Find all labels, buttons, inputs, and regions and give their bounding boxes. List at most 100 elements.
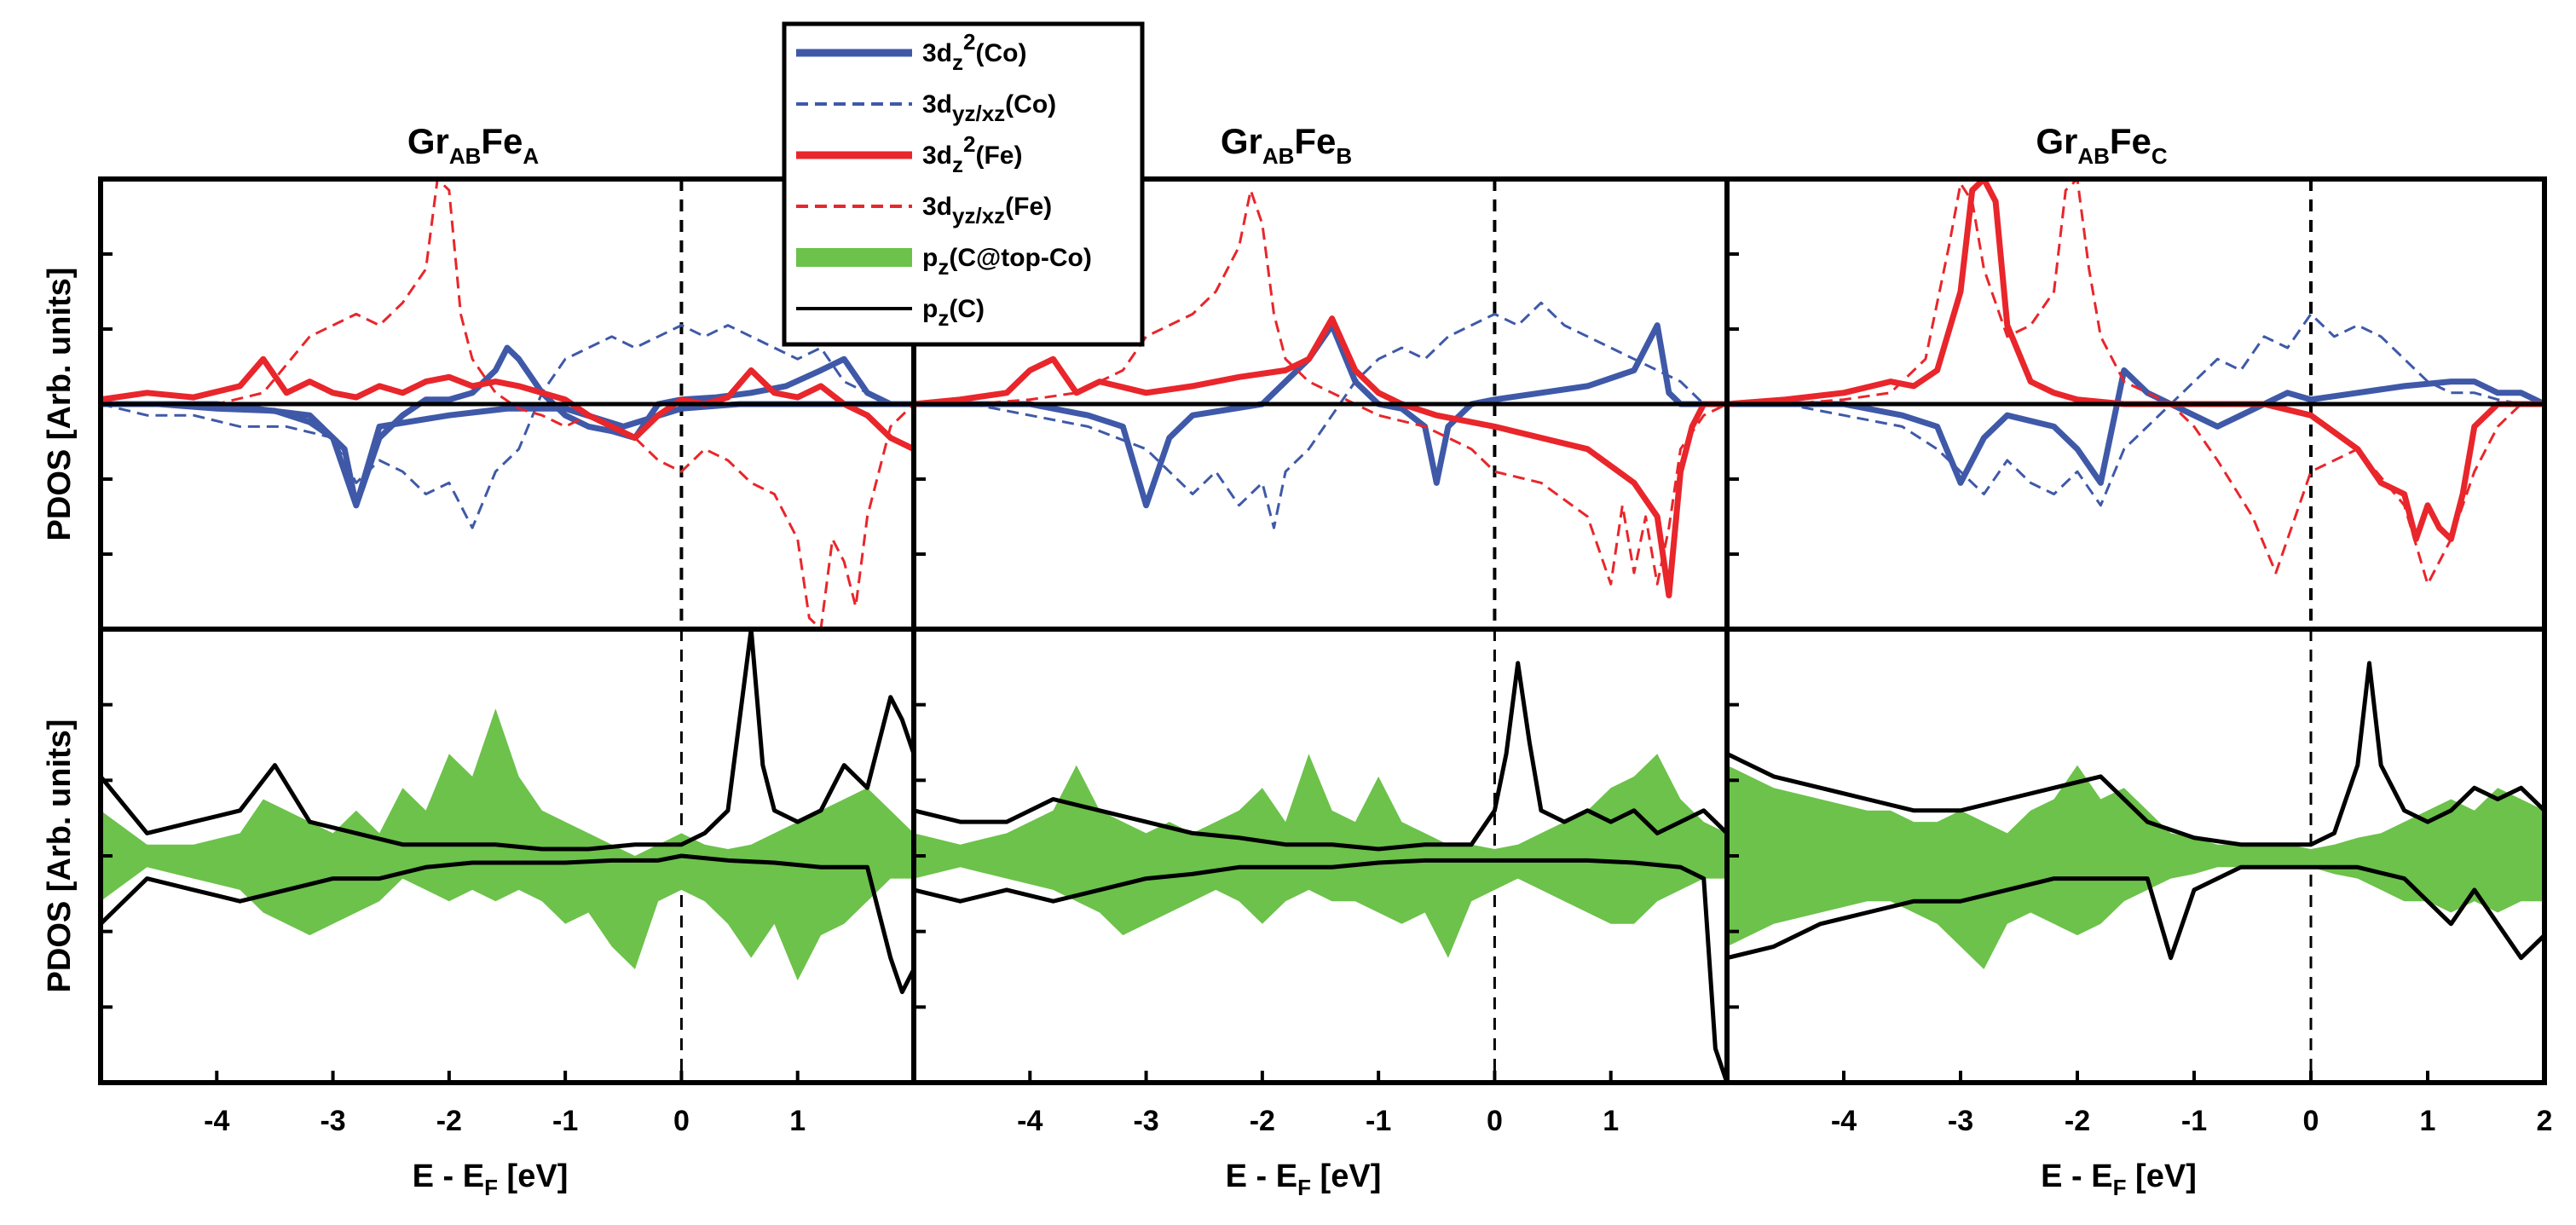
legend-suffix: (C) <box>949 295 985 323</box>
title-main2: Fe <box>481 121 523 161</box>
legend-label: pz(C) <box>922 295 985 331</box>
series-line-3dyz-xz-co- <box>101 324 914 529</box>
legend-main: 3d <box>922 142 952 170</box>
x-axis-label-main: E - E <box>413 1159 484 1194</box>
title-main: Gr <box>2036 121 2077 161</box>
panel-bottom-middle <box>914 629 1727 1083</box>
y-axis-label: PDOS [Arb. units] <box>42 719 78 993</box>
x-axis-label-unit: [eV] <box>1311 1159 1381 1194</box>
legend-main: p <box>922 295 938 323</box>
series-line-3dz2-co- <box>101 344 914 509</box>
x-axis-label: E - EF [eV] <box>413 1159 569 1200</box>
legend-suffix: (Co) <box>1005 90 1056 118</box>
x-axis-label: E - EF [eV] <box>2041 1159 2197 1200</box>
series-line-3dz2-fe- <box>914 315 1727 598</box>
x-tick-label: 1 <box>789 1105 806 1137</box>
legend-sub: z <box>952 152 963 177</box>
title-main2: Fe <box>2110 121 2151 161</box>
title-main: Gr <box>407 121 449 161</box>
x-axis: -4 -3 -2 -1 0 1E - EF [eV]-4 -3 -2 -1 0 1E - EF [e… <box>204 1071 2552 1200</box>
x-tick-label: -2 <box>436 1105 462 1137</box>
x-axis-label-main: E - E <box>1226 1159 1297 1194</box>
x-axis-label: E - EF [eV] <box>1226 1159 1382 1200</box>
x-tick-label: 0 <box>1487 1105 1503 1137</box>
x-tick-label: -4 <box>204 1105 229 1137</box>
x-tick-label: -1 <box>2181 1105 2207 1137</box>
x-axis-label-unit: [eV] <box>2127 1159 2197 1194</box>
x-tick-label: -2 <box>2065 1105 2090 1137</box>
y-axis-labels: PDOS [Arb. units] PDOS [Arb. units] <box>42 268 78 993</box>
series-line-3dz2-fe- <box>1727 179 2544 542</box>
x-tick-label: -1 <box>1366 1105 1391 1137</box>
title-sub1: AB <box>449 143 482 169</box>
x-axis-label-sub: F <box>484 1175 498 1200</box>
x-tick-label: 0 <box>673 1105 690 1137</box>
title-sub2: C <box>2151 143 2168 169</box>
legend-suffix: (Fe) <box>1005 193 1052 221</box>
title-main: Gr <box>1221 121 1262 161</box>
x-tick-label: -2 <box>1250 1105 1275 1137</box>
x-axis-label-unit: [eV] <box>498 1159 568 1194</box>
series-line-3dz2-fe- <box>101 355 914 452</box>
x-tick-label: 0 <box>2303 1105 2319 1137</box>
series-line-3dz2-co- <box>1727 367 2544 486</box>
legend-main: 3d <box>922 193 952 221</box>
legend: 3dz2(Co)3dyz/xz(Co)3dz2(Fe)3dyz/xz(Fe)pz… <box>782 21 1145 347</box>
legend-suffix: (C@top-Co) <box>949 244 1092 272</box>
series-line-3dz2-co- <box>914 322 1727 509</box>
series-line-pz-c-dn <box>101 853 914 995</box>
x-tick-label: 1 <box>1603 1105 1619 1137</box>
legend-sup: 2 <box>963 131 975 157</box>
y-axis-label: PDOS [Arb. units] <box>42 268 78 541</box>
series-line-pz-c-up <box>1727 661 2544 847</box>
x-axis-label-sub: F <box>2113 1175 2127 1200</box>
series-line-3dyz-xz-co- <box>914 301 1727 529</box>
x-tick-label: -3 <box>320 1105 345 1137</box>
panel-titles: GrABFeA GrABFeB GrABFeC <box>407 121 2168 169</box>
legend-main: 3d <box>922 39 952 67</box>
series-band-pz-c-top-co <box>1727 765 2544 969</box>
legend-sub: z <box>938 254 949 280</box>
panel-title: GrABFeB <box>1221 121 1352 169</box>
legend-sub: z <box>938 305 949 331</box>
legend-suffix: (Fe) <box>975 142 1022 170</box>
x-tick-label: 1 <box>2420 1105 2436 1137</box>
series-line-pz-c-dn <box>1727 864 2544 961</box>
axes-frame <box>98 176 2547 1085</box>
legend-label: 3dyz/xz(Fe) <box>922 193 1052 228</box>
series-line-3dyz-xz-fe- <box>1727 179 2544 586</box>
x-axis-label-main: E - E <box>2041 1159 2112 1194</box>
title-sub2: B <box>1336 143 1352 169</box>
legend-suffix: (Co) <box>975 39 1026 67</box>
panels-layer <box>101 179 2544 1083</box>
panel-title: GrABFeC <box>2036 121 2168 169</box>
legend-main: 3d <box>922 90 952 118</box>
series-line-pz-c-up <box>914 661 1727 852</box>
legend-label: pz(C@top-Co) <box>922 244 1092 280</box>
legend-box <box>782 21 1145 347</box>
title-sub2: A <box>523 143 539 169</box>
x-tick-label: -4 <box>1831 1105 1857 1137</box>
series-band-pz-c-top-co <box>914 754 1727 958</box>
series-line-pz-c-up <box>101 629 914 852</box>
title-sub1: AB <box>1262 143 1295 169</box>
panel-title: GrABFeA <box>407 121 540 169</box>
panel-top-middle <box>914 179 1727 629</box>
x-tick-label: -3 <box>1948 1105 1973 1137</box>
legend-label: 3dz2(Fe) <box>922 131 1022 177</box>
series-line-3dyz-xz-co- <box>1727 312 2544 507</box>
legend-sub: yz/xz <box>952 203 1005 228</box>
x-tick-label: -4 <box>1017 1105 1043 1137</box>
legend-sup: 2 <box>963 29 975 55</box>
panel-top-right <box>1727 179 2544 629</box>
series-line-3dyz-xz-fe- <box>101 179 914 629</box>
panel-bottom-right <box>1727 629 2544 1083</box>
legend-label: 3dyz/xz(Co) <box>922 90 1056 126</box>
panel-top-left <box>101 179 914 629</box>
legend-main: p <box>922 244 938 272</box>
legend-sub: yz/xz <box>952 101 1005 126</box>
x-axis-label-sub: F <box>1297 1175 1311 1200</box>
series-line-pz-c-dn <box>914 858 1727 1083</box>
series-line-3dz2-co-dn <box>101 401 914 509</box>
x-tick-label: -1 <box>552 1105 578 1137</box>
